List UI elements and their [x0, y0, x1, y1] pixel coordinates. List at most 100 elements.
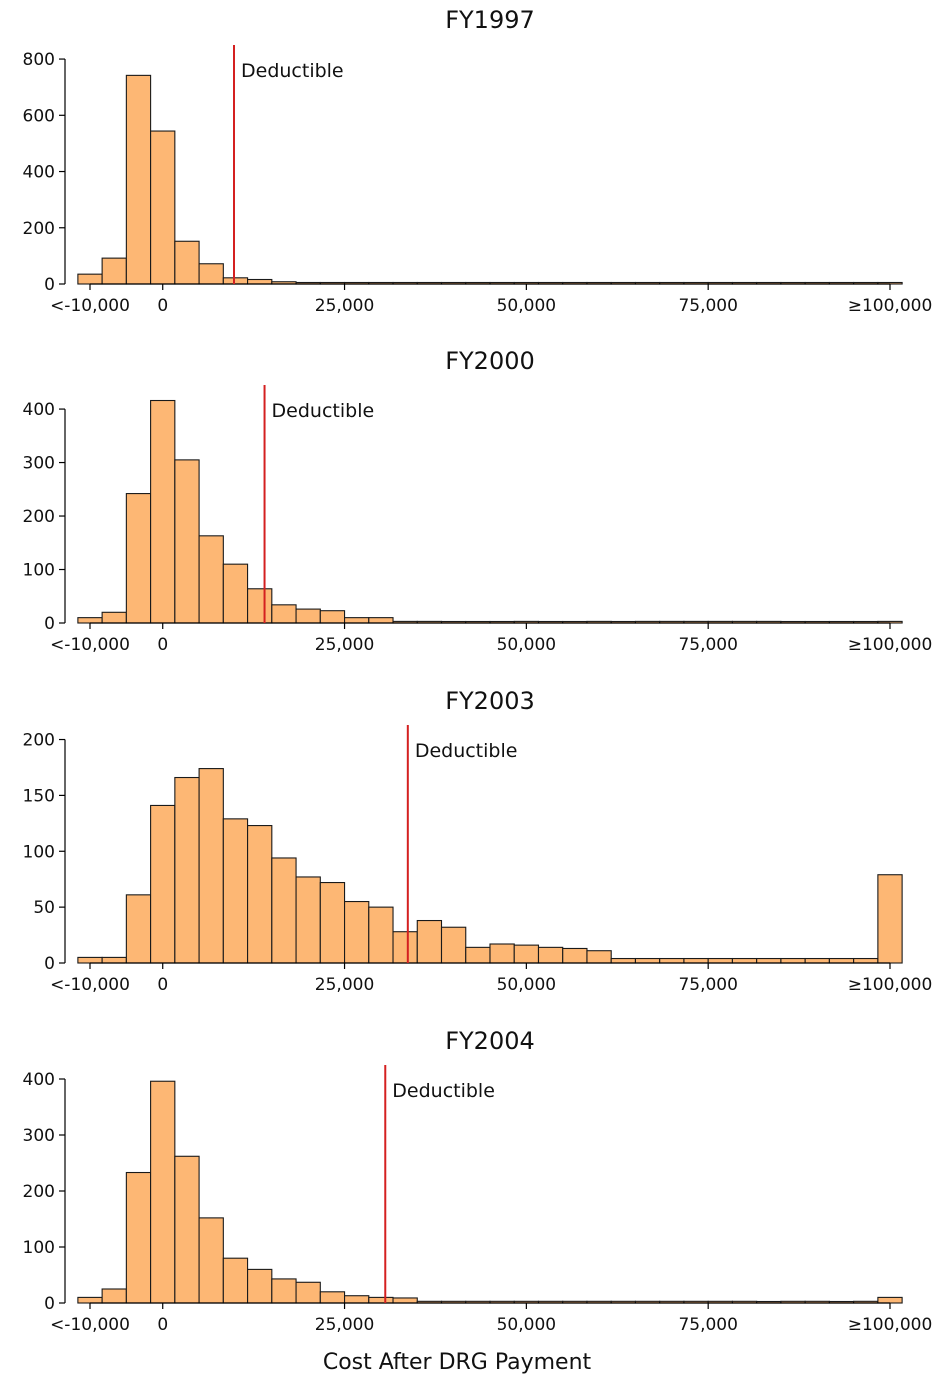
histogram-bar — [877, 1296, 903, 1304]
x-tick-label: ≥100,000 — [848, 1315, 933, 1335]
y-tick-label: 150 — [23, 786, 55, 806]
histogram-bar — [174, 776, 200, 964]
deductible-label: Deductible — [415, 740, 518, 762]
histogram-bar — [125, 74, 152, 285]
histogram-bar — [101, 956, 127, 964]
x-tick-label: ≥100,000 — [848, 635, 933, 655]
histogram-bar — [440, 926, 467, 964]
y-tick-label: 800 — [23, 50, 55, 70]
y-tick-label: 200 — [23, 1182, 55, 1202]
histogram-bar — [77, 617, 103, 624]
histogram-bar — [198, 263, 224, 285]
x-tick-label: 25,000 — [315, 296, 374, 316]
y-tick-label: 100 — [23, 561, 55, 581]
x-tick-label: <-10,000 — [50, 635, 130, 655]
histogram-bar — [683, 957, 709, 964]
deductible-label: Deductible — [392, 1080, 495, 1102]
histogram-bar — [659, 957, 685, 964]
histogram-bar — [343, 1295, 370, 1304]
histogram-bar — [634, 957, 661, 964]
x-tick-label: 0 — [157, 635, 168, 655]
histogram-bar — [222, 818, 249, 964]
histogram-bar — [416, 919, 443, 964]
x-tick-label: 0 — [157, 296, 168, 316]
histogram-bar — [247, 278, 273, 285]
histogram-bar — [77, 956, 103, 964]
histogram-bar — [756, 957, 782, 964]
histogram-bar — [295, 1281, 321, 1304]
histogram-bar — [77, 273, 103, 285]
panel-title: FY1997 — [445, 6, 535, 34]
histogram-bar — [174, 240, 200, 285]
x-tick-label: 25,000 — [315, 975, 374, 995]
x-tick-label: 50,000 — [497, 296, 556, 316]
y-tick-label: 400 — [23, 400, 55, 420]
histogram-bar — [343, 900, 370, 964]
y-tick-label: 300 — [23, 454, 55, 474]
panel-title: FY2004 — [445, 1027, 535, 1055]
histogram-bar — [343, 617, 370, 624]
histogram-bar — [828, 957, 855, 964]
x-tick-label: ≥100,000 — [848, 296, 933, 316]
histogram-bar — [247, 588, 273, 624]
histogram-bar — [780, 957, 806, 964]
histogram-bar — [319, 1291, 346, 1304]
x-tick-label: 25,000 — [315, 1315, 374, 1335]
y-tick-label: 400 — [23, 163, 55, 183]
histogram-bar — [222, 563, 249, 624]
histogram-bar — [586, 950, 612, 964]
histogram-bar — [150, 804, 176, 964]
y-tick-label: 0 — [44, 275, 55, 295]
x-tick-label: 0 — [157, 975, 168, 995]
y-tick-label: 200 — [23, 219, 55, 239]
histogram-bar — [198, 768, 224, 964]
histogram-bar — [392, 1297, 418, 1304]
y-tick-label: 400 — [23, 1070, 55, 1090]
x-tick-label: <-10,000 — [50, 296, 130, 316]
histogram-bar — [222, 277, 249, 285]
y-tick-label: 300 — [23, 1126, 55, 1146]
histogram-bar — [368, 1296, 394, 1304]
histogram-bar — [295, 608, 321, 624]
histogram-bar — [319, 610, 346, 624]
x-tick-label: 75,000 — [678, 296, 737, 316]
y-tick-label: 200 — [23, 507, 55, 527]
histogram-bar — [174, 1155, 200, 1304]
y-tick-label: 0 — [44, 954, 55, 974]
histogram-bar — [247, 825, 273, 964]
y-tick-label: 0 — [44, 1294, 55, 1314]
y-tick-label: 50 — [33, 898, 55, 918]
x-tick-label: 50,000 — [497, 635, 556, 655]
histogram-bar — [319, 881, 346, 964]
panel-title: FY2003 — [445, 687, 535, 715]
histogram-bar — [877, 874, 903, 964]
histogram-bar — [368, 617, 394, 624]
histogram-bar — [271, 1278, 297, 1304]
x-tick-label: 25,000 — [315, 635, 374, 655]
x-tick-label: 75,000 — [678, 635, 737, 655]
histogram-bar — [198, 535, 224, 624]
histogram-bar — [295, 876, 321, 964]
histogram-bar — [731, 957, 758, 964]
x-tick-label: 50,000 — [497, 975, 556, 995]
x-tick-label: 75,000 — [678, 1315, 737, 1335]
y-tick-label: 200 — [23, 731, 55, 751]
deductible-label: Deductible — [241, 60, 344, 82]
x-axis-label: Cost After DRG Payment — [323, 1350, 592, 1375]
histogram-bar — [853, 957, 879, 964]
histogram-bar — [271, 857, 297, 964]
histogram-bar — [125, 1171, 152, 1304]
histogram-bar — [125, 894, 152, 964]
histogram-bar — [125, 493, 152, 624]
x-tick-label: 0 — [157, 1315, 168, 1335]
histogram-bar — [198, 1217, 224, 1304]
deductible-label: Deductible — [272, 400, 375, 422]
histogram-bar — [150, 1080, 176, 1304]
histogram-bar — [222, 1257, 249, 1304]
histogram-bar — [150, 130, 176, 285]
